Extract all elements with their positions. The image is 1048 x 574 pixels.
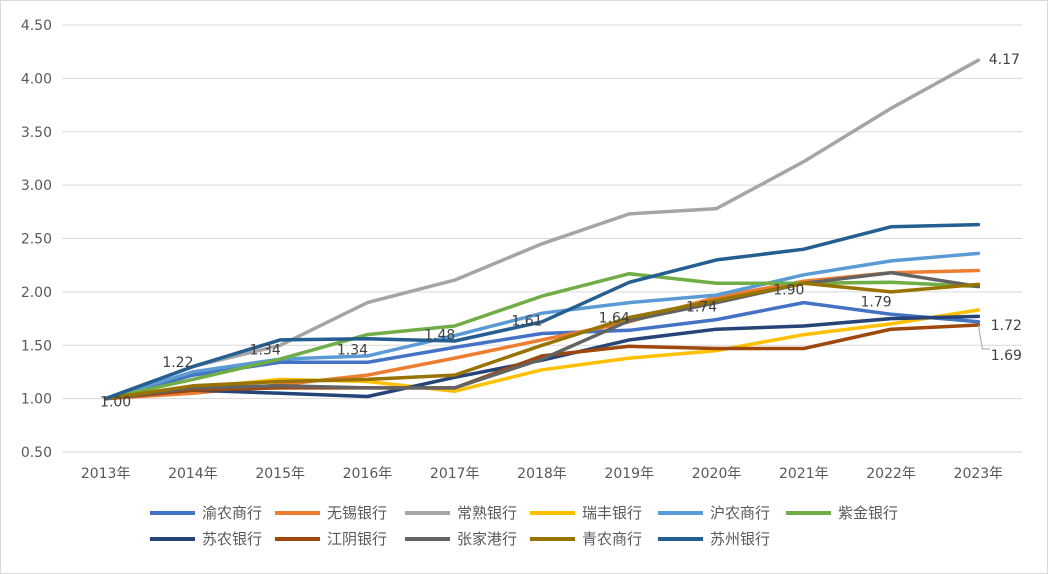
- leader-line: [977, 324, 991, 350]
- x-tick-label: 2015年: [255, 466, 305, 482]
- data-label: 1.64: [599, 310, 630, 326]
- legend-label: 张家港行: [457, 530, 517, 548]
- data-label: 1.69: [991, 348, 1022, 364]
- data-label: 1.00: [100, 395, 131, 411]
- series-line: [103, 222, 981, 401]
- data-label: 1.48: [424, 327, 455, 343]
- series-line: [103, 251, 981, 401]
- data-label: 1.72: [991, 318, 1022, 334]
- legend-label: 常熟银行: [457, 504, 517, 522]
- x-tick-label: 2019年: [604, 466, 654, 482]
- series-line: [103, 281, 981, 401]
- y-tick-label: 2.00: [21, 285, 52, 301]
- legend-label: 沪农商行: [710, 504, 770, 522]
- y-tick-label: 1.00: [21, 392, 52, 408]
- data-label: 4.17: [989, 52, 1020, 68]
- series-line: [103, 271, 981, 401]
- x-tick-label: 2021年: [779, 466, 829, 482]
- legend-label: 江阴银行: [327, 530, 387, 548]
- legend-label: 苏农银行: [202, 530, 262, 548]
- data-label: 1.90: [773, 283, 804, 299]
- data-label: 1.22: [162, 355, 193, 371]
- y-tick-label: 0.50: [21, 445, 52, 461]
- y-tick-label: 4.00: [21, 71, 52, 87]
- x-tick-label: 2013年: [81, 466, 131, 482]
- x-tick-label: 2016年: [343, 466, 393, 482]
- data-label: 1.34: [250, 342, 281, 358]
- y-tick-label: 1.50: [21, 338, 52, 354]
- x-tick-label: 2014年: [168, 466, 218, 482]
- x-tick-label: 2020年: [692, 466, 742, 482]
- x-tick-label: 2017年: [430, 466, 480, 482]
- data-label: 1.61: [511, 314, 542, 330]
- legend-label: 瑞丰银行: [582, 504, 642, 522]
- series-line: [103, 323, 981, 401]
- x-tick-label: 2022年: [866, 466, 916, 482]
- y-tick-label: 3.50: [21, 125, 52, 141]
- legend-label: 苏州银行: [710, 530, 770, 548]
- data-label: 1.79: [861, 294, 892, 310]
- legend-label: 紫金银行: [838, 504, 898, 522]
- x-tick-label: 2018年: [517, 466, 567, 482]
- legend-label: 渝农商行: [202, 504, 262, 522]
- data-label: 1.74: [686, 300, 717, 316]
- legend-label: 无锡银行: [327, 504, 387, 522]
- series-line: [103, 58, 981, 401]
- y-tick-label: 2.50: [21, 232, 52, 248]
- legend-label: 青农商行: [582, 530, 642, 548]
- x-tick-label: 2023年: [954, 466, 1004, 482]
- series-line: [103, 270, 981, 401]
- y-tick-label: 4.50: [21, 18, 52, 34]
- data-label: 1.34: [337, 342, 368, 358]
- y-tick-label: 3.00: [21, 178, 52, 194]
